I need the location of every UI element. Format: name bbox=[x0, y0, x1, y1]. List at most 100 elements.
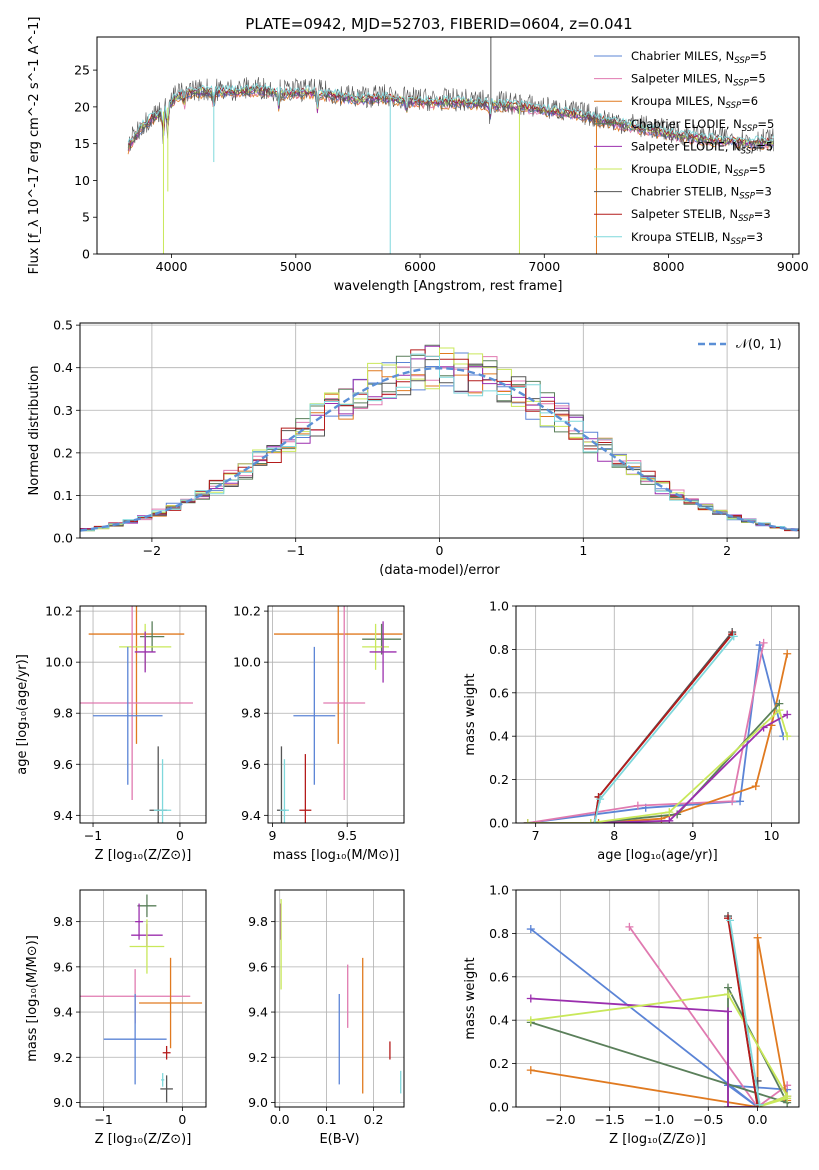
x-axis-label: Z [log₁₀(Z/Z⊙)] bbox=[95, 1132, 192, 1147]
point-marker bbox=[596, 795, 605, 804]
mass-weight-line-kroupa-miles bbox=[527, 653, 789, 823]
y-axis-label: Flux [f_λ 10^-17 erg cm^-2 s^-1 A^-1] bbox=[27, 17, 42, 275]
x-tick-label: 4000 bbox=[156, 259, 188, 274]
y-tick-label: 0.3 bbox=[53, 403, 73, 418]
point-marker bbox=[783, 710, 792, 719]
x-tick-label: 0.1 bbox=[317, 1112, 337, 1127]
y-tick-label: 9.8 bbox=[53, 706, 73, 721]
point-marker bbox=[729, 632, 738, 641]
plot-area bbox=[526, 912, 792, 1107]
point-marker bbox=[755, 1100, 764, 1107]
mass-vs-ebv-panel: 0.0 0.1 0.2 9.0 9.2 9.4 9.6 9.8 E(B-V) bbox=[248, 889, 405, 1147]
legend-label: Kroupa STELIB, NSSP=3 bbox=[631, 230, 763, 247]
x-tick-label: −0.5 bbox=[693, 1112, 723, 1127]
mass-weight-line-kroupa-stelib bbox=[593, 635, 735, 823]
x-tick-label: 0 bbox=[178, 1112, 186, 1127]
mass-weight-vs-metallicity-panel: −2.0 −1.5 −1.0 −0.5 0.0 0.0 0.2 0.4 0.6 0.8 1.0 Z [… bbox=[463, 883, 800, 1147]
point-marker bbox=[724, 1103, 733, 1107]
point-marker bbox=[759, 638, 768, 647]
y-tick-label: 0.6 bbox=[489, 685, 509, 700]
y-tick-label: 0 bbox=[82, 247, 90, 262]
mass-weight-line-kroupa-miles bbox=[530, 937, 789, 1107]
mass-weight-vs-age-panel: 7 8 9 10 0.0 0.2 0.4 0.6 0.8 1.0 age [log₁₀(age/yr… bbox=[463, 599, 800, 863]
y-tick-label: 9.4 bbox=[53, 1005, 73, 1020]
x-tick-label: −2 bbox=[143, 543, 161, 558]
plot-area bbox=[279, 899, 402, 1094]
point-marker bbox=[526, 1066, 535, 1075]
y-tick-label: 9.2 bbox=[53, 1050, 73, 1065]
mass-weight-line-salpeter-miles bbox=[527, 642, 765, 823]
x-tick-label: 7 bbox=[532, 828, 540, 843]
y-tick-label: 0.6 bbox=[489, 969, 509, 984]
point-marker bbox=[526, 994, 535, 1003]
y-tick-label: 0.8 bbox=[489, 926, 509, 941]
y-tick-label: 10.2 bbox=[233, 604, 261, 619]
y-tick-label: 0.4 bbox=[489, 1013, 509, 1028]
y-tick-label: 0.0 bbox=[53, 531, 73, 546]
y-axis-label: age [log₁₀(age/yr)] bbox=[15, 654, 30, 775]
point-marker bbox=[736, 797, 745, 806]
legend-label: Salpeter MILES, NSSP=5 bbox=[631, 72, 766, 89]
age-vs-metallicity-panel: −1 0 9.4 9.6 9.8 10.0 10.2 Z [log₁₀(Z/Z⊙)] age [… bbox=[15, 604, 207, 863]
y-tick-label: 9.4 bbox=[248, 1005, 268, 1020]
axes-frame bbox=[96, 36, 800, 255]
point-marker bbox=[724, 1007, 733, 1016]
x-tick-label: 9 bbox=[689, 828, 697, 843]
y-tick-label: 20 bbox=[74, 99, 90, 114]
point-marker bbox=[523, 819, 532, 823]
y-tick-label: 0.2 bbox=[489, 772, 509, 787]
x-tick-label: −2.0 bbox=[545, 1112, 575, 1127]
x-tick-label: 8 bbox=[610, 828, 618, 843]
y-tick-label: 10.0 bbox=[45, 655, 73, 670]
y-axis-label: Normed distribution bbox=[27, 366, 42, 496]
x-axis-label: Z [log₁₀(Z/Z⊙)] bbox=[609, 1132, 706, 1147]
age-vs-mass-panel: 9 9.5 9.4 9.6 9.8 10.0 10.2 mass [log₁₀(M/M⊙)] bbox=[233, 604, 405, 863]
point-marker bbox=[753, 933, 762, 942]
x-tick-label: 9.5 bbox=[337, 828, 357, 843]
point-marker bbox=[728, 797, 737, 806]
y-axis-label: mass weight bbox=[463, 673, 478, 755]
x-tick-label: 5000 bbox=[280, 259, 312, 274]
legend-label: Salpeter ELODIE, NSSP=5 bbox=[631, 139, 773, 156]
y-tick-label: 10.2 bbox=[45, 604, 73, 619]
x-tick-label: 9000 bbox=[777, 259, 809, 274]
x-tick-label: 10 bbox=[764, 828, 780, 843]
y-tick-label: 1.0 bbox=[489, 599, 509, 614]
point-marker bbox=[633, 801, 642, 810]
axes-frame bbox=[79, 889, 207, 1108]
axes-frame bbox=[267, 605, 405, 824]
y-tick-label: 9.8 bbox=[53, 914, 73, 929]
mass-weight-line-salpeter-miles bbox=[628, 926, 788, 1107]
point-marker bbox=[665, 816, 674, 823]
y-tick-label: 9.8 bbox=[248, 914, 268, 929]
spectrum-legend: Chabrier MILES, NSSP=5 Salpeter MILES, NS… bbox=[594, 49, 774, 247]
y-axis-label: mass [log₁₀(M/M⊙)] bbox=[25, 935, 40, 1062]
x-tick-label: −1.0 bbox=[644, 1112, 674, 1127]
y-tick-label: 15 bbox=[74, 136, 90, 151]
axes-frame bbox=[79, 605, 207, 824]
mass-weight-line-chabrier-elodie bbox=[527, 702, 780, 823]
axes-frame bbox=[515, 889, 800, 1108]
point-marker bbox=[783, 649, 792, 658]
x-tick-label: −1 bbox=[94, 1112, 112, 1127]
mass-vs-metallicity-panel: −1 0 9.0 9.2 9.4 9.6 9.8 Z [log₁₀(Z/Z⊙)] mass [l… bbox=[25, 889, 207, 1147]
histogram-legend: 𝒩(0, 1) bbox=[698, 336, 782, 351]
residual-histogram-panel: −2 −1 0 1 2 0.0 0.1 0.2 0.3 0.4 0.5 (data-model)/er… bbox=[27, 318, 800, 578]
y-tick-label: 0.2 bbox=[489, 1056, 509, 1071]
point-marker bbox=[665, 808, 674, 817]
y-axis-label: mass weight bbox=[463, 957, 478, 1039]
x-tick-label: −1 bbox=[286, 543, 304, 558]
x-axis-label: (data-model)/error bbox=[379, 563, 500, 578]
plot-area bbox=[523, 628, 792, 823]
x-tick-label: 1 bbox=[579, 543, 587, 558]
y-tick-label: 9.4 bbox=[241, 808, 261, 823]
y-tick-label: 9.6 bbox=[248, 959, 268, 974]
plot-area bbox=[80, 344, 799, 538]
normal-distribution-curve bbox=[80, 366, 799, 532]
x-tick-label: 7000 bbox=[528, 259, 560, 274]
x-tick-label: 0.0 bbox=[748, 1112, 768, 1127]
spectrum-line-kroupa-stelib bbox=[127, 82, 775, 143]
y-tick-label: 9.4 bbox=[53, 808, 73, 823]
x-axis-label: wavelength [Angstrom, rest frame] bbox=[334, 279, 563, 294]
